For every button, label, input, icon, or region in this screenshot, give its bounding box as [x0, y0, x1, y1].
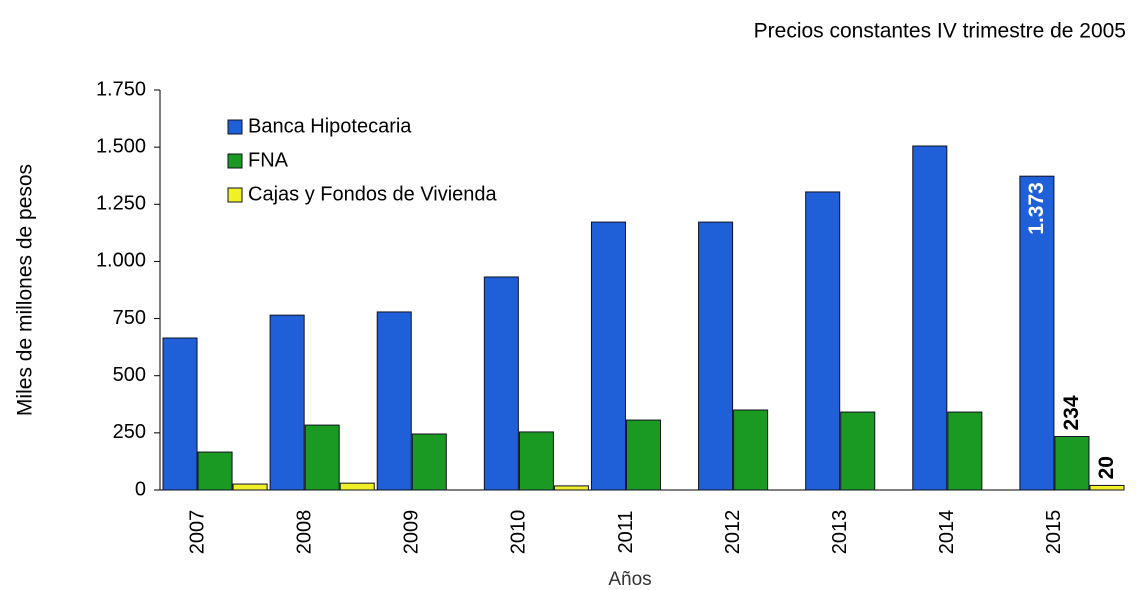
bar	[590, 221, 626, 491]
bar	[553, 485, 589, 491]
bar	[1054, 436, 1090, 491]
bar	[232, 483, 268, 491]
bar	[339, 482, 375, 491]
data-label: 1.373	[1025, 182, 1048, 235]
x-tick-label: 2015	[1043, 510, 1065, 555]
legend-label: FNA	[248, 149, 289, 171]
chart-subtitle: Precios constantes IV trimestre de 2005	[754, 20, 1126, 43]
bar	[269, 314, 305, 491]
bar	[1089, 484, 1125, 491]
x-tick-label: 2007	[186, 510, 208, 555]
data-label: 20	[1095, 456, 1118, 479]
bar	[411, 433, 447, 491]
legend-swatch	[227, 119, 243, 135]
y-tick-label: 1.000	[96, 250, 146, 272]
legend-swatch	[227, 153, 243, 169]
bar	[840, 411, 876, 491]
y-tick-label: 250	[113, 421, 146, 443]
y-tick-label: 1.500	[96, 135, 146, 157]
bar	[625, 419, 662, 491]
y-tick-label: 1.750	[96, 78, 146, 100]
x-tick-label: 2014	[936, 510, 958, 555]
bar	[162, 337, 198, 491]
bar	[483, 276, 519, 491]
x-tick-label: 2013	[829, 510, 851, 555]
bar	[304, 424, 340, 491]
legend-label: Cajas y Fondos de Vivienda	[248, 183, 498, 205]
x-tick-label: 2012	[722, 510, 744, 555]
legend-label: Banca Hipotecaria	[248, 115, 412, 137]
x-axis-label: Años	[608, 569, 651, 590]
bar	[518, 431, 554, 491]
bar	[733, 409, 769, 491]
x-tick-label: 2008	[293, 510, 315, 555]
x-tick-label: 2011	[615, 510, 637, 553]
y-tick-label: 0	[135, 478, 146, 500]
x-tick-label: 2009	[401, 510, 423, 555]
bar	[912, 145, 948, 491]
x-tick-label: 2010	[508, 510, 530, 555]
data-label: 234	[1060, 395, 1083, 430]
y-tick-label: 1.250	[96, 193, 146, 215]
bar	[805, 191, 841, 491]
y-axis-label: Miles de millones de pesos	[14, 164, 37, 416]
bar	[698, 221, 734, 491]
y-tick-label: 500	[113, 364, 146, 386]
bar	[197, 451, 233, 491]
bar	[376, 311, 412, 491]
legend-swatch	[227, 187, 243, 203]
y-tick-label: 750	[113, 307, 146, 329]
bar	[947, 411, 983, 491]
bar	[1019, 175, 1055, 491]
